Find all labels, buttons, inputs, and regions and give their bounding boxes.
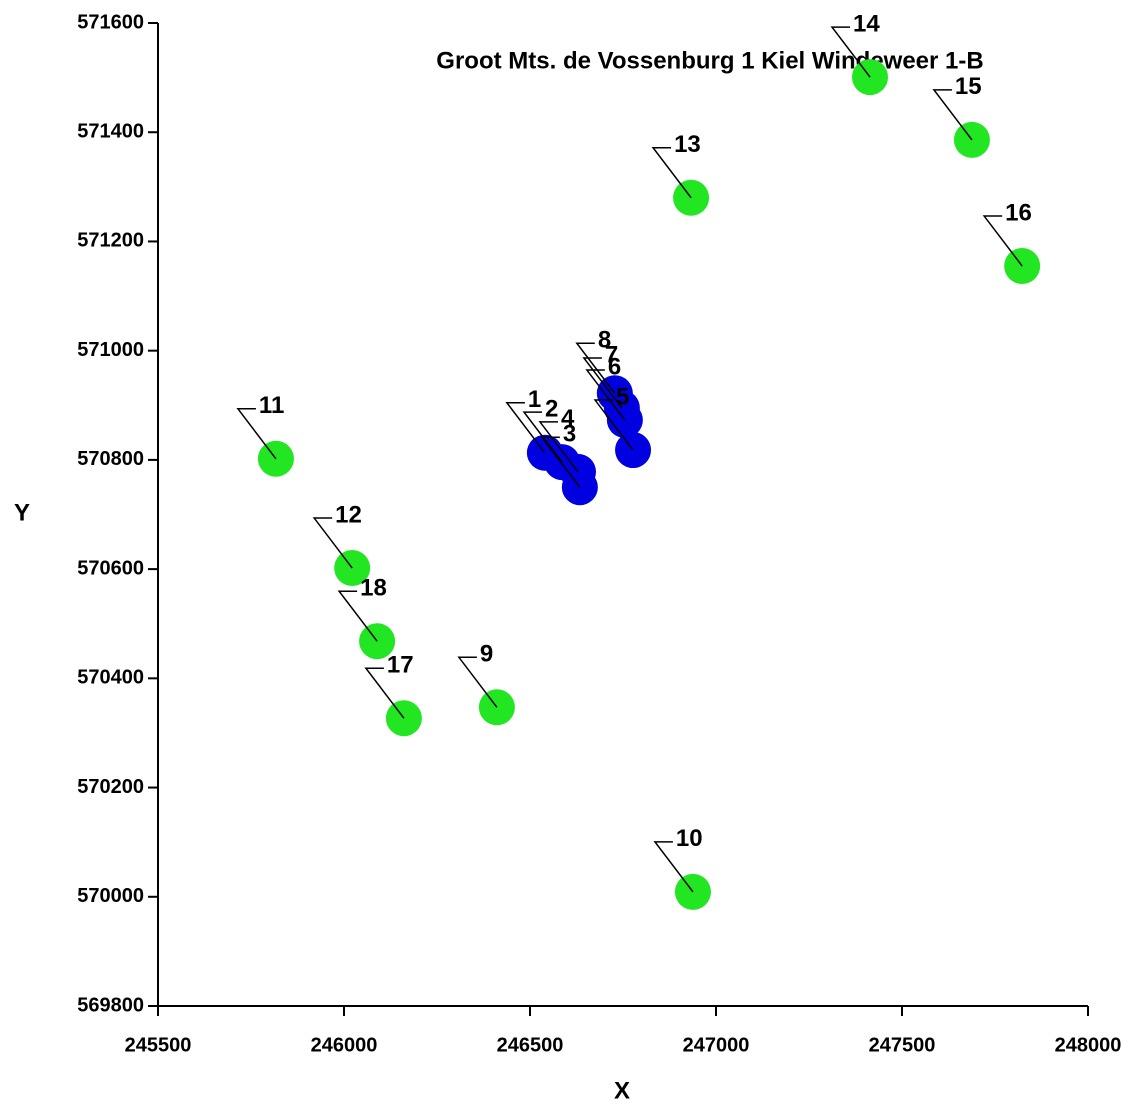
label-leader xyxy=(312,517,353,569)
point-label: 12 xyxy=(335,501,362,528)
x-tick-label: 247000 xyxy=(683,1034,750,1056)
x-axis-label: X xyxy=(614,1077,630,1104)
chart-title: Groot Mts. de Vossenburg 1 Kiel Windewee… xyxy=(436,47,983,74)
point-label: 8 xyxy=(598,327,611,354)
point-label: 15 xyxy=(955,73,982,100)
y-tick-label: 571000 xyxy=(77,339,144,361)
x-tick-label: 248000 xyxy=(1055,1034,1122,1056)
point-label: 18 xyxy=(360,575,387,602)
point-label: 14 xyxy=(853,10,880,37)
point-label: 4 xyxy=(561,405,575,432)
y-tick-label: 571600 xyxy=(77,11,144,33)
label-leader xyxy=(982,215,1023,267)
y-axis-label: Y xyxy=(14,499,30,526)
label-leader xyxy=(653,841,694,893)
label-leader xyxy=(337,590,378,642)
label-leader xyxy=(585,369,626,421)
label-leader xyxy=(505,402,546,454)
y-tick-label: 571200 xyxy=(77,230,144,252)
y-tick-label: 570400 xyxy=(77,667,144,689)
point-label: 3 xyxy=(563,421,576,448)
label-leader xyxy=(457,656,498,708)
label-leader xyxy=(830,26,871,78)
label-leader xyxy=(236,408,277,460)
y-tick-label: 570600 xyxy=(77,557,144,579)
point-label: 7 xyxy=(605,341,618,368)
y-tick-label: 571400 xyxy=(77,121,144,143)
label-leader xyxy=(593,399,634,451)
point-label: 1 xyxy=(528,386,541,413)
point-label: 13 xyxy=(674,131,701,158)
label-leader xyxy=(522,411,563,463)
label-leader xyxy=(538,421,579,473)
label-leader xyxy=(932,89,973,141)
x-tick-label: 246500 xyxy=(497,1034,564,1056)
point-label: 10 xyxy=(676,825,703,852)
point-label: 6 xyxy=(608,353,621,380)
point-label: 17 xyxy=(387,652,414,679)
point-label: 11 xyxy=(259,392,284,419)
label-leader xyxy=(364,667,405,719)
y-tick-label: 570000 xyxy=(77,885,144,907)
label-leader xyxy=(651,147,692,199)
x-tick-label: 245500 xyxy=(125,1034,192,1056)
point-label: 16 xyxy=(1005,199,1032,226)
y-tick-label: 569800 xyxy=(77,994,144,1016)
x-tick-label: 246000 xyxy=(311,1034,378,1056)
label-leader xyxy=(575,342,616,394)
label-leader xyxy=(582,357,623,409)
x-tick-label: 247500 xyxy=(869,1034,936,1056)
point-label: 2 xyxy=(545,395,558,422)
point-label: 5 xyxy=(616,383,629,410)
y-tick-label: 570800 xyxy=(77,448,144,470)
point-label: 9 xyxy=(480,641,493,668)
label-leader xyxy=(540,436,581,488)
y-tick-label: 570200 xyxy=(77,776,144,798)
